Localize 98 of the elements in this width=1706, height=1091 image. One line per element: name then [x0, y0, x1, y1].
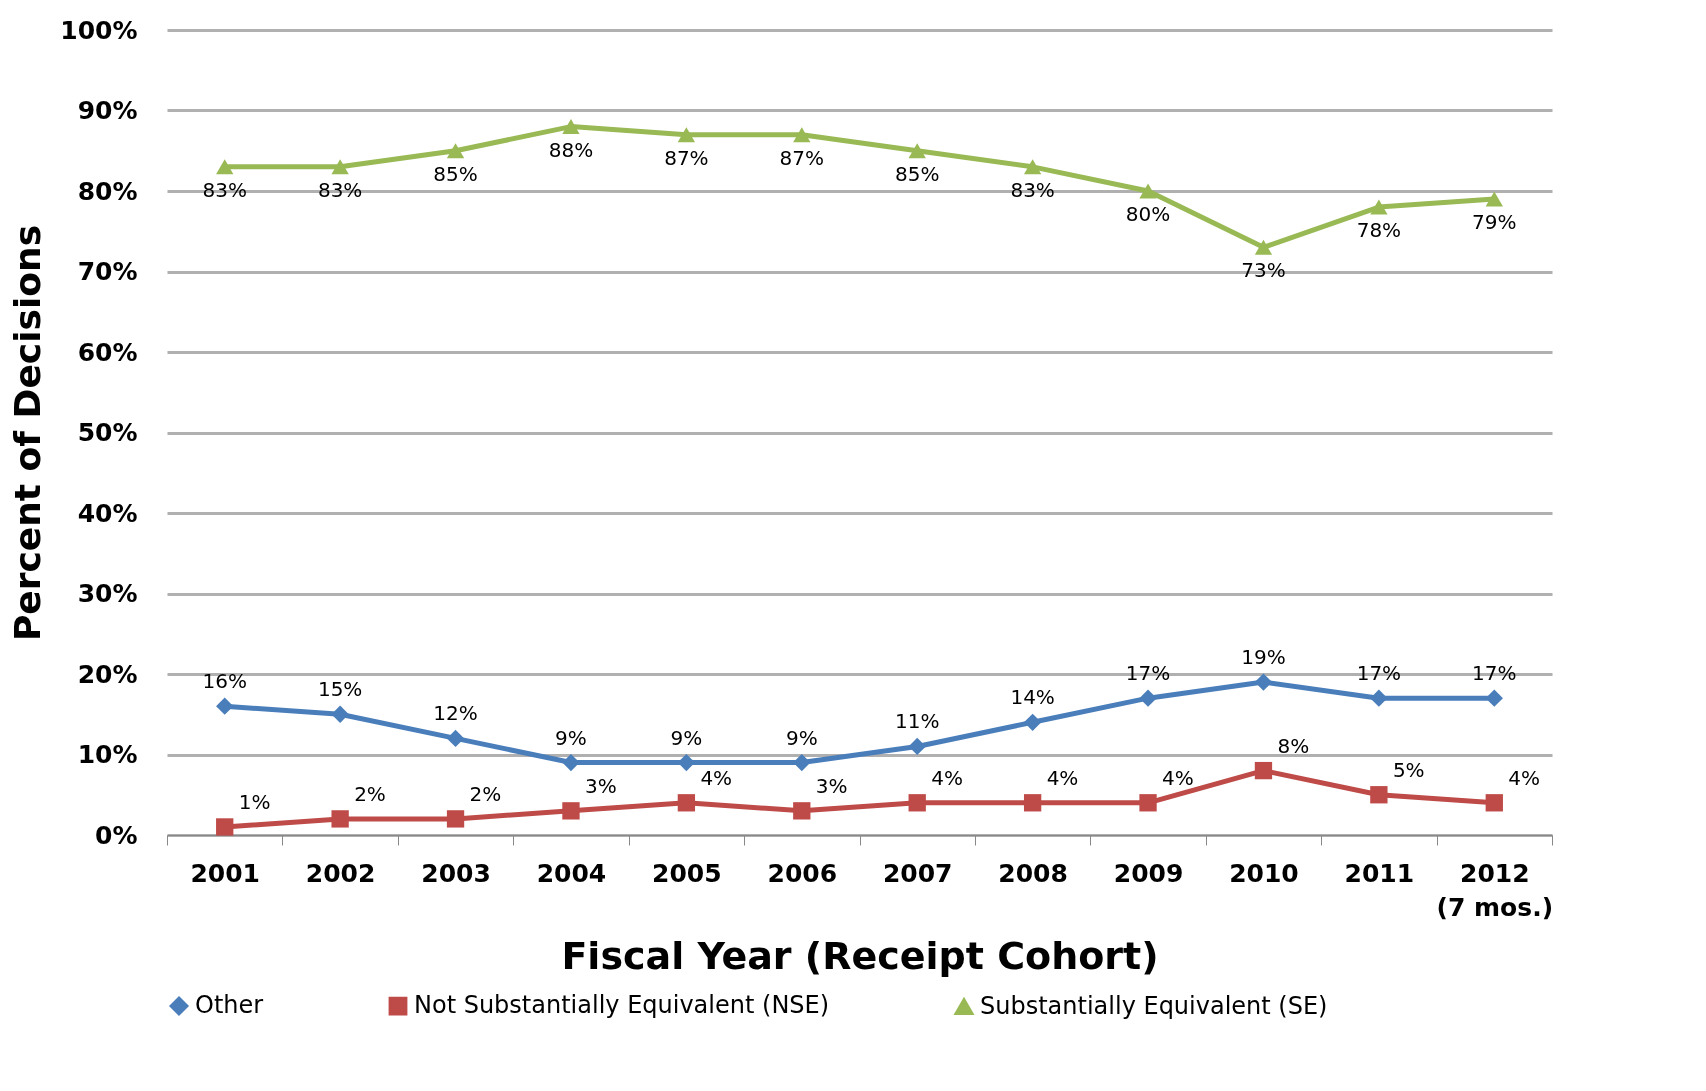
y-tick-label: 10%	[77, 740, 138, 769]
data-label: 4%	[1162, 765, 1194, 790]
data-label: 88%	[548, 137, 594, 162]
data-label: 2%	[354, 781, 386, 806]
y-tick-label: 20%	[77, 659, 138, 689]
point	[331, 810, 349, 828]
data-label: 83%	[317, 177, 363, 202]
data-label: 9%	[555, 725, 587, 750]
x-tick-label: 2003	[421, 858, 491, 888]
data-label: 4%	[931, 765, 963, 790]
legend-label: Other	[195, 991, 264, 1020]
data-label: 3%	[584, 773, 617, 798]
data-label: 17%	[1125, 661, 1171, 686]
point	[908, 143, 926, 159]
data-label: 85%	[894, 161, 940, 186]
point	[331, 159, 349, 175]
y-tick-label: 90%	[77, 96, 138, 125]
x-tick-label: 2010	[1229, 858, 1299, 888]
y-tick-label: 50%	[77, 418, 138, 447]
point	[1023, 713, 1042, 731]
x-tick-label: 2004	[536, 858, 607, 888]
point	[793, 753, 811, 772]
point	[1485, 794, 1503, 812]
point	[1023, 159, 1042, 175]
point	[1139, 183, 1157, 199]
point	[1023, 794, 1042, 812]
data-label: 83%	[1010, 177, 1055, 202]
point	[1254, 239, 1273, 255]
data-label: 11%	[894, 709, 940, 734]
data-label: 14%	[1010, 685, 1055, 710]
point	[216, 159, 234, 175]
point	[446, 810, 465, 828]
data-label: 4%	[700, 765, 733, 790]
x-tick-label: 2012 (7 mos.)	[1436, 858, 1554, 922]
x-tick-label: 2001	[190, 858, 261, 888]
data-label: 80%	[1125, 202, 1171, 226]
x-tick-label: 2011	[1344, 858, 1415, 888]
y-axis-title: Percent of Decisions	[7, 224, 49, 642]
y-tick-label: 30%	[77, 579, 138, 608]
data-label: 78%	[1356, 218, 1402, 243]
data-label: 12%	[433, 701, 478, 726]
point	[1139, 689, 1157, 707]
data-label: 17%	[1356, 661, 1402, 686]
point	[562, 119, 580, 135]
point	[1485, 689, 1503, 707]
point	[793, 802, 811, 820]
point	[1254, 761, 1273, 780]
point	[446, 143, 465, 159]
point	[446, 729, 465, 748]
x-tick-label: 2002	[305, 858, 376, 888]
x-tick-label: 2007	[882, 858, 953, 888]
point	[1254, 673, 1273, 691]
point	[793, 127, 811, 143]
legend-label: Not Substantially Equivalent (NSE)	[414, 991, 830, 1020]
point	[677, 127, 696, 143]
point	[677, 794, 696, 812]
data-label: 9%	[785, 725, 818, 750]
point	[216, 697, 234, 715]
data-label: 16%	[202, 669, 247, 694]
data-label: 4%	[1508, 765, 1541, 790]
point	[1485, 191, 1503, 207]
data-label: 19%	[1241, 645, 1286, 670]
data-label: 87%	[664, 145, 709, 170]
data-label: 83%	[202, 177, 247, 202]
x-tick-label: 2006	[767, 858, 838, 888]
point	[216, 818, 234, 836]
x-tick-label: 2005	[652, 858, 722, 888]
data-label: 79%	[1472, 210, 1517, 235]
legend-label: Substantially Equivalent (SE)	[980, 991, 1328, 1020]
y-tick-label: 60%	[77, 337, 138, 367]
data-label: 3%	[815, 773, 848, 798]
y-tick-label: 100%	[60, 15, 138, 45]
data-label: 85%	[433, 161, 478, 186]
y-tick-label: 40%	[77, 498, 138, 528]
point	[562, 802, 580, 820]
point	[1370, 689, 1388, 707]
y-tick-label: 80%	[77, 176, 138, 206]
point	[908, 737, 926, 756]
data-label: 17%	[1472, 661, 1517, 686]
x-tick-label: 2009	[1113, 858, 1184, 888]
point	[1139, 794, 1157, 812]
data-label: 9%	[670, 725, 703, 750]
x-axis-title: Fiscal Year (Receipt Cohort)	[561, 933, 1159, 978]
point	[1370, 786, 1388, 804]
data-label: 87%	[779, 145, 825, 170]
data-label: 15%	[317, 677, 363, 702]
point	[331, 705, 349, 723]
data-label: 5%	[1392, 757, 1425, 782]
data-label: 73%	[1241, 258, 1286, 283]
data-label: 4%	[1046, 765, 1079, 790]
data-label: 8%	[1277, 733, 1310, 758]
x-tick-label: 2008	[998, 858, 1068, 888]
point	[1370, 199, 1388, 215]
data-label: 2%	[469, 781, 502, 806]
point	[908, 794, 926, 812]
y-tick-label: 0%	[95, 820, 138, 850]
y-tick-label: 70%	[77, 257, 138, 286]
data-label: 1%	[238, 789, 271, 814]
